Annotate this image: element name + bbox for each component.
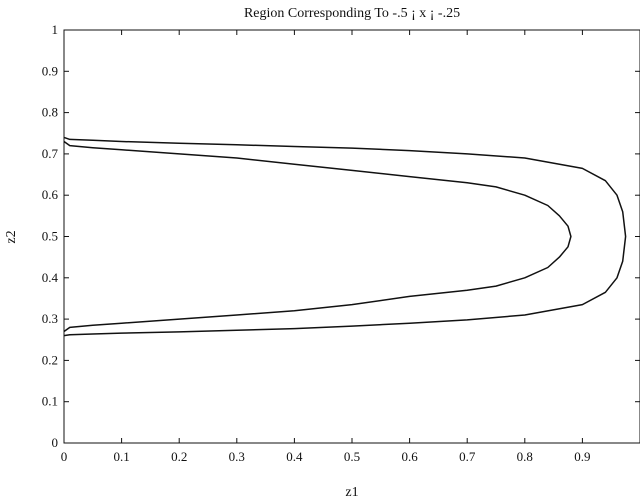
- y-tick-label: 0.8: [42, 105, 58, 120]
- y-tick-label: 0: [52, 435, 59, 450]
- x-tick-label: 0.7: [459, 449, 476, 464]
- x-tick-label: 0.6: [401, 449, 418, 464]
- x-tick-label: 0.9: [574, 449, 590, 464]
- y-tick-label: 0.6: [42, 187, 59, 202]
- series-layer: [63, 136, 627, 337]
- y-tick-label: 1: [52, 22, 59, 37]
- x-tick-label: 0.2: [171, 449, 187, 464]
- x-tick-label: 0.5: [344, 449, 360, 464]
- x-axis: 0 0.1 0.2 0.3 0.4 0.5 0.6 0.7 0.8 0.9: [61, 30, 591, 464]
- x-axis-label: z1: [345, 485, 358, 500]
- y-tick-label: 0.3: [42, 311, 58, 326]
- x-tick-label: 0.8: [517, 449, 533, 464]
- y-tick-label: 0.1: [42, 394, 58, 409]
- y-tick-label: 0.7: [42, 146, 59, 161]
- y-tick-label: 0.4: [42, 270, 59, 285]
- y-tick-label: 0.9: [42, 63, 58, 78]
- y-tick-label: 0.5: [42, 229, 58, 244]
- x-tick-label: 0.3: [229, 449, 245, 464]
- plot-area: [63, 29, 640, 444]
- y-tick-label: 0.2: [42, 352, 58, 367]
- y-axis-label: z2: [4, 230, 19, 243]
- series-line-2: [63, 136, 627, 337]
- chart-title: Region Corresponding To -.5 ¡ x ¡ -.25: [244, 6, 460, 21]
- x-tick-label: 0.1: [113, 449, 129, 464]
- x-tick-label: 0.4: [286, 449, 303, 464]
- x-tick-label: 0: [61, 449, 68, 464]
- series-line-1: [63, 140, 572, 333]
- y-axis: 0 0.1 0.2 0.3 0.4 0.5 0.6 0.7 0.8 0.9 1: [42, 22, 640, 450]
